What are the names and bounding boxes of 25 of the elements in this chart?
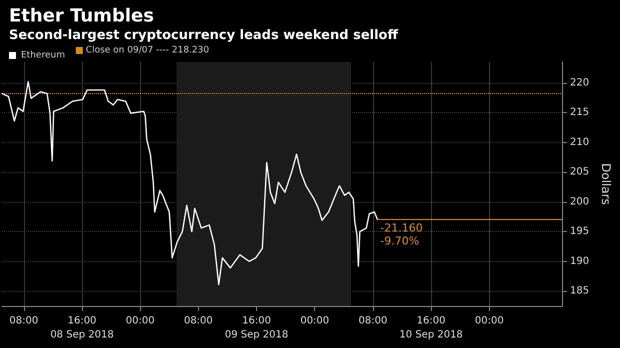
y-axis-title: Dollars bbox=[599, 163, 613, 205]
y-tick-label: 195 bbox=[570, 226, 590, 238]
y-tick-label: 185 bbox=[570, 286, 590, 297]
x-tick-label: 08:00 bbox=[184, 316, 213, 326]
x-tick-label: 08:00 bbox=[9, 316, 38, 326]
x-tick-label: 08:00 bbox=[358, 316, 388, 326]
y-tick-label: 205 bbox=[570, 166, 590, 178]
annotation: -21.160 bbox=[380, 221, 423, 234]
x-tick-label: 00:00 bbox=[474, 316, 504, 326]
y-tick-label: 190 bbox=[570, 256, 590, 267]
y-tick-label: 210 bbox=[570, 136, 590, 148]
line-series bbox=[1, 80, 378, 286]
x-tick-label: 00:00 bbox=[300, 316, 330, 326]
chart-subtitle: Second-largest cryptocurrency leads weekend selloff bbox=[9, 28, 398, 43]
chart-title: Ether Tumbles bbox=[9, 6, 154, 26]
y-tick-label: 200 bbox=[570, 196, 590, 208]
x-tick-label: 00:00 bbox=[126, 316, 155, 326]
x-tick-label: 16:00 10 Sep 2018 bbox=[399, 316, 463, 340]
y-tick-label: 215 bbox=[570, 107, 590, 118]
x-tick-label: 16:00 09 Sep 2018 bbox=[224, 316, 288, 340]
y-tick-label: 220 bbox=[570, 77, 590, 88]
annotation: -9.70% bbox=[380, 234, 420, 248]
legend-label: Close on 09/07 ---- 218.230 bbox=[86, 46, 210, 56]
x-tick-label: 16:00 08 Sep 2018 bbox=[50, 316, 114, 340]
legend-label: Ethereum bbox=[21, 50, 65, 60]
